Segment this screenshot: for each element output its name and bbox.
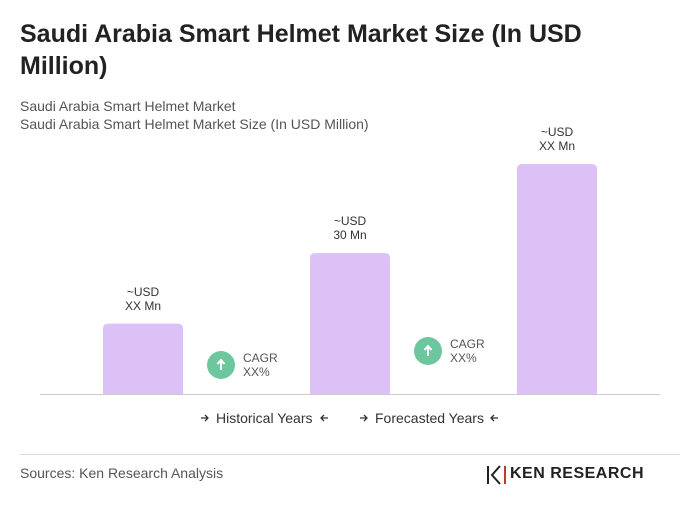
legend-item: Forecasted Years [375, 410, 484, 426]
source: Sources: Ken Research Analysis [20, 465, 224, 481]
cagr-label: CAGR XX% [243, 351, 278, 379]
cagr-label: CAGR XX% [450, 337, 485, 365]
value-label: ~USD XX Mn [124, 284, 161, 313]
subtitle: Saudi Arabia Smart Helmet Market [20, 98, 236, 114]
chart-title: Saudi Arabia Smart Helmet Market Size (I… [20, 20, 582, 80]
legend-arrows [201, 414, 498, 422]
subtitle: Saudi Arabia Smart Helmet Market Size (I… [20, 116, 369, 132]
value-label: ~USD 30 Mn [333, 214, 367, 243]
bar [310, 253, 390, 394]
cagr-arrow [216, 358, 226, 370]
cagr-arrow [423, 344, 433, 356]
bar [103, 323, 183, 394]
logo-icon [487, 465, 506, 485]
value-label: ~USD XX Mn [538, 125, 575, 153]
logo: KEN RESEARCH [510, 465, 645, 482]
bar [517, 164, 597, 394]
legend-item: Historical Years [216, 410, 313, 426]
